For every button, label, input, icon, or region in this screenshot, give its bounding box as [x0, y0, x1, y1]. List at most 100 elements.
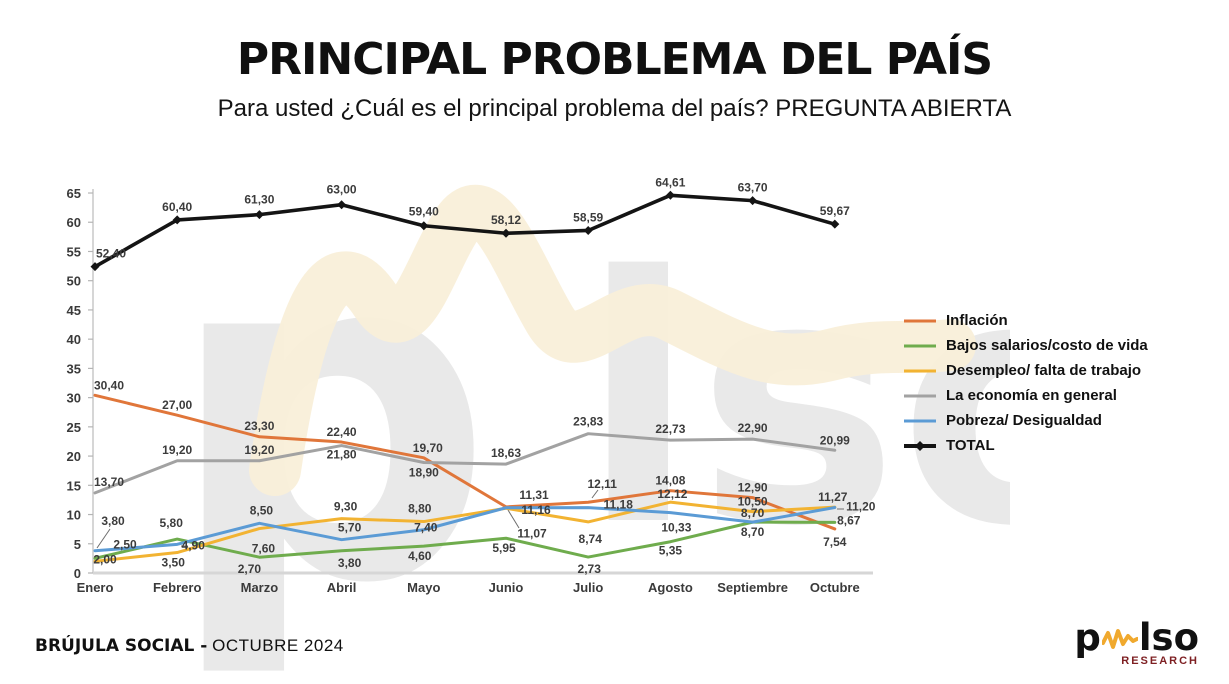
svg-text:Febrero: Febrero [153, 580, 201, 595]
svg-text:Marzo: Marzo [241, 580, 279, 595]
svg-text:19,20: 19,20 [244, 443, 274, 457]
chart-header: PRINCIPAL PROBLEMA DEL PAÍS Para usted ¿… [0, 34, 1229, 123]
legend-swatch [904, 419, 936, 422]
svg-text:2,00: 2,00 [93, 552, 117, 566]
svg-text:11,18: 11,18 [604, 498, 634, 512]
svg-text:23,30: 23,30 [244, 419, 274, 433]
legend-item-1: Inflación [903, 308, 1148, 333]
svg-text:23,83: 23,83 [573, 415, 603, 429]
svg-text:7,40: 7,40 [414, 521, 438, 535]
svg-text:22,40: 22,40 [327, 425, 357, 439]
legend-label: Inflación [946, 312, 1008, 329]
svg-text:22,90: 22,90 [738, 421, 768, 435]
report-name: BRÚJULA SOCIAL - [35, 636, 208, 656]
svg-text:11,07: 11,07 [517, 526, 547, 540]
svg-text:3,80: 3,80 [338, 556, 362, 570]
svg-text:Enero: Enero [77, 580, 114, 595]
legend-swatch [904, 394, 936, 397]
svg-text:7,54: 7,54 [823, 535, 847, 549]
legend-swatch [904, 319, 936, 322]
svg-text:7,60: 7,60 [252, 542, 276, 556]
svg-text:Agosto: Agosto [648, 580, 693, 595]
svg-text:11,16: 11,16 [521, 503, 551, 517]
svg-text:11,27: 11,27 [818, 490, 848, 504]
svg-text:8,80: 8,80 [408, 502, 432, 516]
svg-text:58,59: 58,59 [573, 210, 603, 224]
svg-text:2,73: 2,73 [578, 562, 602, 576]
svg-text:45: 45 [67, 303, 81, 318]
svg-text:11,31: 11,31 [519, 488, 549, 502]
svg-text:22,73: 22,73 [655, 422, 685, 436]
logo-wordmark: p lso [1074, 616, 1199, 659]
svg-text:10,33: 10,33 [661, 521, 691, 535]
svg-text:5,95: 5,95 [492, 541, 516, 555]
legend-label: Desempleo/ falta de trabajo [946, 362, 1142, 379]
svg-text:18,63: 18,63 [491, 446, 521, 460]
page-title: PRINCIPAL PROBLEMA DEL PAÍS [236, 34, 993, 85]
svg-text:4,60: 4,60 [408, 549, 432, 563]
svg-text:5,80: 5,80 [160, 516, 184, 530]
svg-text:Julio: Julio [573, 580, 603, 595]
legend-item-4: La economía en general [903, 383, 1148, 408]
legend-item-5: Pobreza/ Desigualdad [903, 408, 1148, 433]
logo-wave-icon [1101, 629, 1138, 650]
svg-text:55: 55 [67, 244, 81, 259]
svg-text:40: 40 [67, 332, 81, 347]
svg-text:21,80: 21,80 [327, 448, 357, 462]
pulso-research-logo: p lso RESEARCH [1074, 616, 1199, 668]
svg-text:Junio: Junio [489, 580, 524, 595]
svg-text:20,99: 20,99 [820, 433, 850, 447]
svg-text:35: 35 [67, 361, 81, 376]
svg-text:59,67: 59,67 [820, 204, 850, 218]
svg-text:Mayo: Mayo [407, 580, 440, 595]
svg-text:11,20: 11,20 [846, 500, 876, 514]
svg-text:12,12: 12,12 [657, 487, 687, 501]
svg-text:5,35: 5,35 [659, 544, 683, 558]
legend-label: Bajos salarios/costo de vida [946, 337, 1148, 354]
svg-text:Octubre: Octubre [810, 580, 860, 595]
svg-text:20: 20 [67, 449, 81, 464]
svg-text:Septiembre: Septiembre [717, 580, 788, 595]
svg-text:5: 5 [74, 537, 81, 552]
svg-text:19,70: 19,70 [413, 441, 443, 455]
legend-item-6: TOTAL [903, 433, 1148, 458]
svg-text:64,61: 64,61 [655, 175, 685, 189]
svg-text:13,70: 13,70 [94, 475, 124, 489]
svg-text:63,70: 63,70 [738, 181, 768, 195]
svg-text:10,50: 10,50 [738, 495, 768, 509]
svg-text:65: 65 [67, 186, 81, 201]
svg-text:3,50: 3,50 [162, 556, 186, 570]
svg-text:8,74: 8,74 [579, 532, 603, 546]
svg-text:63,00: 63,00 [327, 183, 357, 197]
report-date: OCTUBRE 2024 [212, 636, 344, 655]
svg-text:3,80: 3,80 [101, 514, 125, 528]
svg-text:61,30: 61,30 [244, 193, 274, 207]
page-subtitle: Para usted ¿Cuál es el principal problem… [217, 95, 1012, 122]
logo-letter-p: p [1074, 616, 1101, 659]
svg-text:10: 10 [67, 508, 81, 523]
svg-text:15: 15 [67, 478, 81, 493]
svg-text:8,67: 8,67 [837, 513, 861, 527]
logo-research-label: RESEARCH [1121, 655, 1199, 668]
legend-label: Pobreza/ Desigualdad [946, 412, 1102, 429]
svg-text:30: 30 [67, 391, 81, 406]
svg-text:58,12: 58,12 [491, 213, 521, 227]
line-chart: 0 5 10 15 20 25 30 35 40 45 50 55 60 65 Enero Febrero Ma… [53, 160, 913, 610]
legend-swatch [904, 369, 936, 372]
svg-text:8,70: 8,70 [741, 506, 765, 520]
svg-text:52,40: 52,40 [96, 247, 126, 261]
svg-text:12,11: 12,11 [588, 477, 618, 491]
svg-text:5,70: 5,70 [338, 521, 362, 535]
svg-text:2,50: 2,50 [113, 537, 137, 551]
svg-text:0: 0 [74, 566, 81, 581]
svg-text:19,20: 19,20 [162, 443, 192, 457]
svg-text:14,08: 14,08 [655, 474, 685, 488]
svg-text:8,70: 8,70 [741, 525, 765, 539]
svg-text:18,90: 18,90 [409, 466, 439, 480]
svg-text:9,30: 9,30 [334, 500, 358, 514]
svg-text:12,90: 12,90 [738, 481, 768, 495]
svg-text:59,40: 59,40 [409, 205, 439, 219]
svg-text:2,70: 2,70 [238, 562, 262, 576]
svg-text:60,40: 60,40 [162, 200, 192, 214]
